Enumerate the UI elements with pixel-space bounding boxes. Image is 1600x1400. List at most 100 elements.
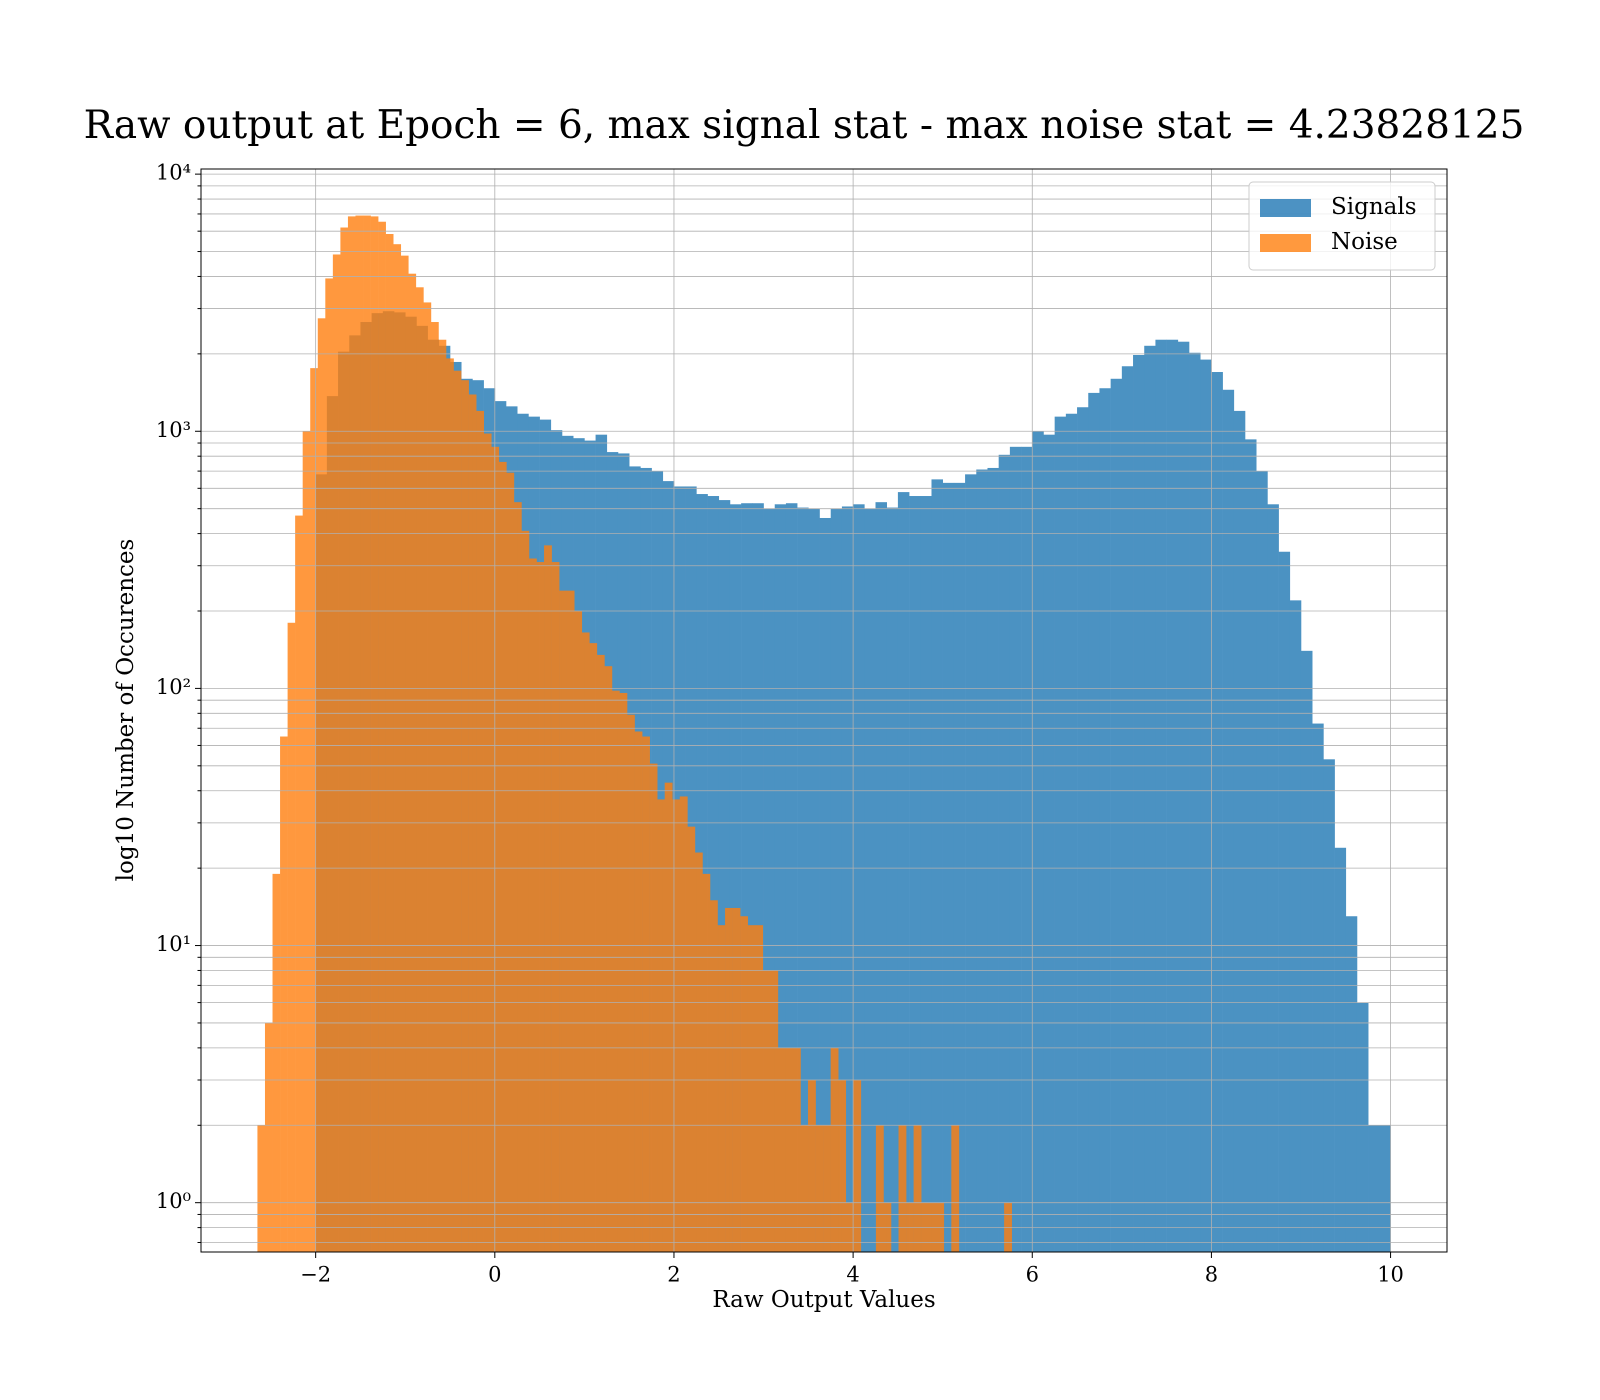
histogram-bar bbox=[355, 215, 364, 1252]
histogram-bar bbox=[830, 1047, 839, 1252]
histogram-bar bbox=[777, 1047, 786, 1252]
histogram-bar bbox=[1166, 339, 1179, 1252]
histogram-bar bbox=[774, 504, 787, 1252]
histogram-bar bbox=[913, 1125, 922, 1252]
histogram-bar bbox=[785, 503, 798, 1252]
histogram-bar bbox=[886, 507, 899, 1252]
histogram-bar bbox=[875, 502, 888, 1252]
histogram-bar bbox=[687, 826, 696, 1252]
histogram-bar bbox=[702, 873, 711, 1252]
histogram-bar bbox=[302, 431, 311, 1252]
histogram-bar bbox=[752, 503, 764, 1252]
legend-swatch bbox=[1260, 234, 1311, 252]
legend-label: Signals bbox=[1331, 194, 1417, 220]
histogram-bar bbox=[430, 322, 439, 1252]
histogram-bar bbox=[785, 1047, 794, 1252]
histogram-bar bbox=[498, 461, 507, 1252]
histogram-bar bbox=[627, 714, 635, 1252]
histogram-bar bbox=[1155, 339, 1167, 1252]
histogram-bar bbox=[920, 496, 932, 1252]
histogram-bar bbox=[741, 503, 753, 1252]
y-tick-label: 10³ bbox=[156, 418, 191, 442]
histogram-bar bbox=[1334, 847, 1347, 1252]
histogram-bar bbox=[551, 562, 560, 1252]
histogram-bar bbox=[642, 736, 650, 1252]
histogram-bar bbox=[1211, 372, 1223, 1252]
histogram-bar bbox=[797, 507, 809, 1252]
histogram-bar bbox=[611, 690, 620, 1252]
histogram-bar bbox=[415, 287, 424, 1252]
histogram-bar bbox=[1032, 431, 1044, 1252]
chart-title: Raw output at Epoch = 6, max signal stat… bbox=[84, 103, 1525, 148]
grid bbox=[201, 169, 1447, 1252]
histogram-bar bbox=[729, 504, 742, 1252]
histogram-bar bbox=[634, 731, 643, 1252]
histogram-bar bbox=[808, 1079, 816, 1252]
histogram-bar bbox=[423, 302, 432, 1252]
y-tick-label: 10² bbox=[156, 675, 191, 699]
bars bbox=[257, 215, 1391, 1252]
histogram-bar bbox=[1368, 1125, 1380, 1252]
histogram-bar bbox=[257, 1125, 266, 1252]
histogram-bar bbox=[310, 368, 319, 1252]
histogram-bar bbox=[340, 227, 349, 1252]
histogram-bar bbox=[363, 215, 371, 1252]
legend-swatch bbox=[1260, 199, 1311, 217]
y-tick-label: 10¹ bbox=[156, 932, 191, 956]
histogram-bar bbox=[1289, 600, 1302, 1252]
histogram-bar bbox=[1088, 392, 1100, 1252]
histogram-bar bbox=[1312, 723, 1324, 1252]
histogram-bar bbox=[619, 692, 628, 1252]
histogram-bar bbox=[1379, 1125, 1391, 1252]
histogram-bar bbox=[819, 517, 832, 1252]
histogram-bar bbox=[987, 467, 999, 1252]
histogram-bar bbox=[709, 900, 718, 1252]
histogram-bar bbox=[998, 454, 1011, 1252]
histogram-bar bbox=[657, 799, 666, 1252]
histogram-bar bbox=[1065, 413, 1078, 1252]
histogram-bar bbox=[853, 1079, 862, 1252]
histogram-bar bbox=[581, 632, 590, 1252]
histogram-bar bbox=[476, 410, 485, 1252]
histogram-bar bbox=[808, 508, 820, 1252]
histogram-bar bbox=[976, 469, 988, 1252]
histogram-bar bbox=[604, 666, 613, 1252]
histogram-bar bbox=[694, 852, 703, 1252]
histogram-bar bbox=[1222, 389, 1235, 1252]
histogram-bar bbox=[513, 502, 522, 1252]
histogram-bar bbox=[408, 273, 417, 1252]
histogram-bar bbox=[1110, 378, 1123, 1252]
histogram-bar bbox=[483, 433, 492, 1252]
histogram-bar bbox=[649, 763, 658, 1252]
histogram-bar bbox=[718, 500, 731, 1252]
histogram-bar bbox=[864, 508, 876, 1252]
histogram-bar bbox=[740, 916, 748, 1252]
histogram-bar bbox=[1144, 345, 1156, 1252]
histogram-bar bbox=[664, 782, 673, 1252]
histogram-bar bbox=[942, 482, 955, 1252]
histogram-bar bbox=[853, 504, 865, 1252]
histogram-bar bbox=[1189, 352, 1201, 1252]
histogram-bar bbox=[574, 610, 583, 1252]
histogram-bar bbox=[264, 1022, 273, 1252]
y-axis-label: log10 Number of Occurences bbox=[113, 539, 139, 882]
histogram-bar bbox=[1177, 341, 1190, 1252]
histogram-bar bbox=[287, 622, 296, 1252]
histogram-bar bbox=[951, 1125, 960, 1252]
histogram-bar bbox=[1021, 446, 1033, 1252]
x-tick-label: 2 bbox=[667, 1263, 680, 1287]
histogram-bar bbox=[566, 590, 575, 1252]
histogram-bar bbox=[931, 479, 943, 1252]
histogram-bar bbox=[762, 970, 771, 1252]
histogram-bar bbox=[347, 216, 356, 1252]
histogram-bar bbox=[747, 925, 756, 1252]
histogram-bar bbox=[393, 244, 402, 1252]
histogram-bar bbox=[755, 925, 764, 1252]
histogram-bar bbox=[800, 1125, 809, 1252]
histogram-bar bbox=[559, 590, 567, 1252]
x-axis-label: Raw Output Values bbox=[712, 1287, 935, 1313]
y-tick-label: 10⁴ bbox=[156, 161, 191, 185]
histogram-bar bbox=[295, 515, 303, 1252]
histogram-bar bbox=[1054, 416, 1067, 1252]
histogram-bar bbox=[1300, 650, 1313, 1252]
